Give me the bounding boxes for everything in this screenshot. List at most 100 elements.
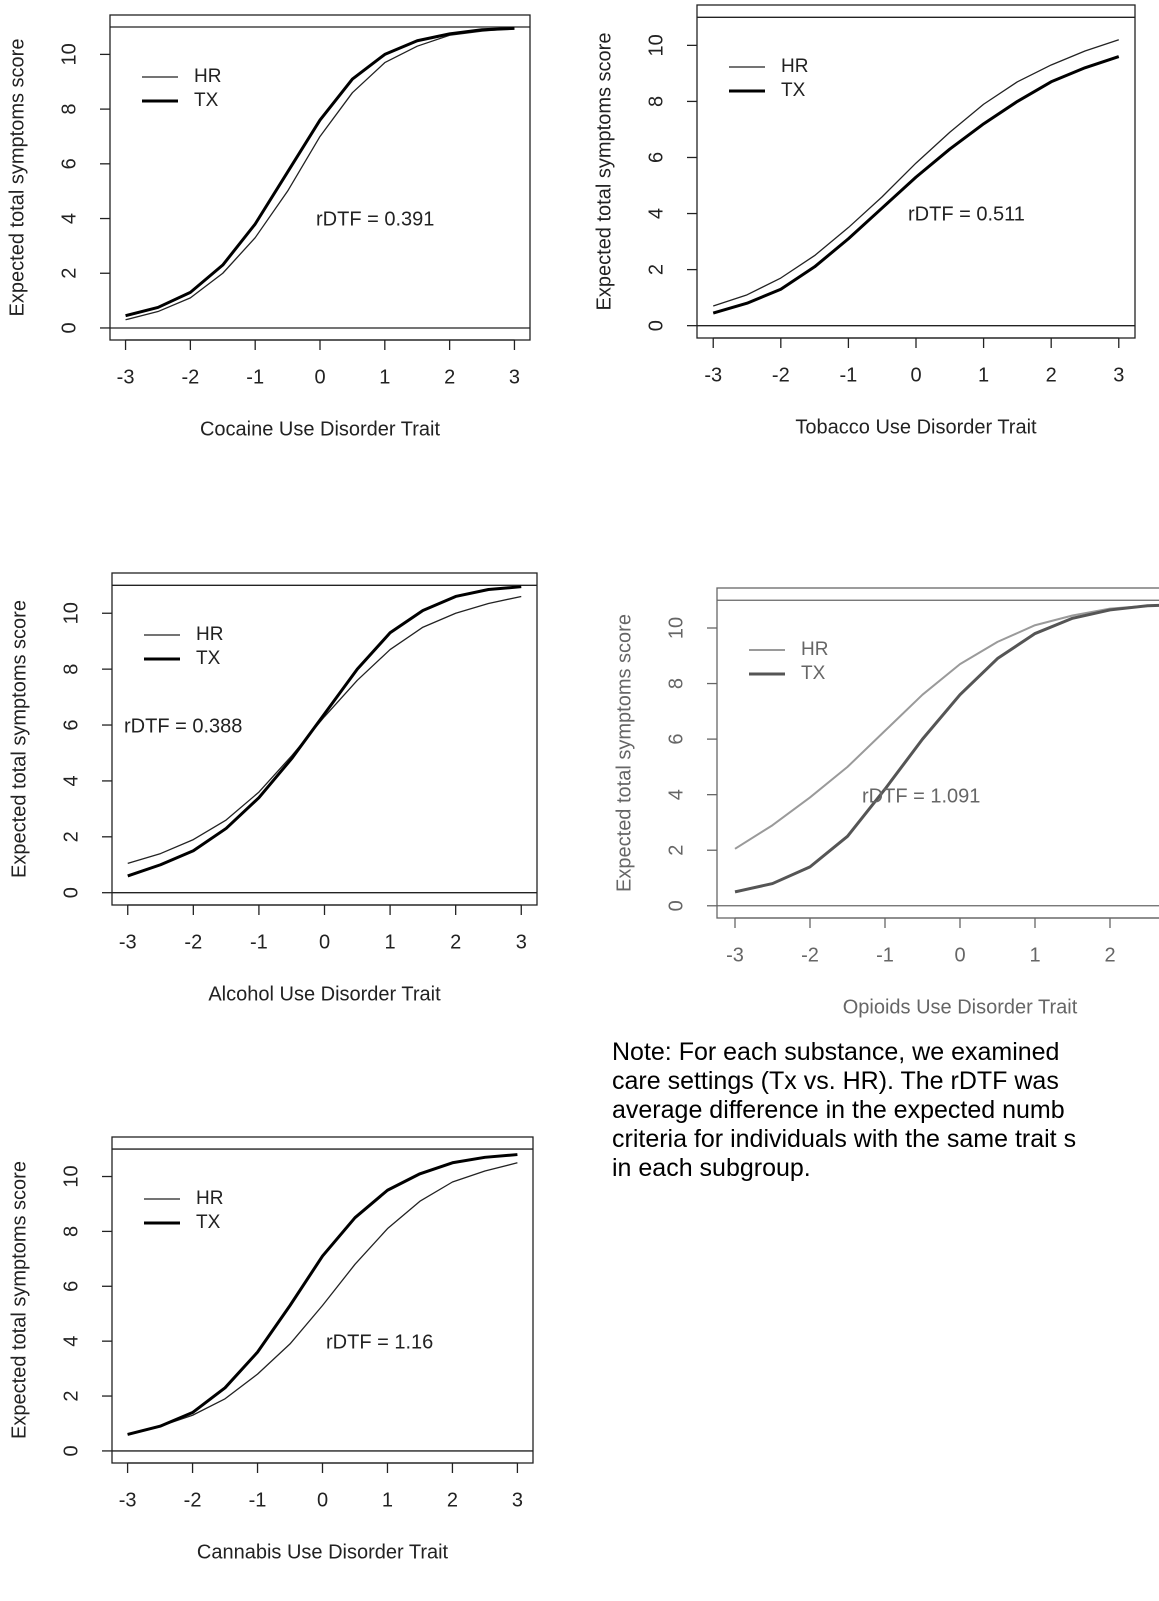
x-axis-label: Alcohol Use Disorder Trait bbox=[208, 983, 441, 1005]
x-tick-label: 2 bbox=[1046, 364, 1057, 386]
y-tick-label: 8 bbox=[665, 678, 687, 689]
series-line bbox=[125, 26, 515, 318]
legend-label: HR bbox=[196, 624, 223, 645]
x-tick-label: 3 bbox=[1113, 364, 1124, 386]
legend-label: TX bbox=[194, 90, 219, 111]
x-tick-label: 1 bbox=[379, 366, 390, 388]
plot-box bbox=[716, 587, 1159, 919]
note-line: care settings (Tx vs. HR). The rDTF was bbox=[612, 1067, 1059, 1095]
x-tick-label: -1 bbox=[840, 364, 858, 386]
y-tick-label: 6 bbox=[665, 734, 687, 745]
x-tick-label: -2 bbox=[801, 944, 819, 966]
x-tick-label: 2 bbox=[447, 1489, 458, 1511]
x-tick-label: 3 bbox=[512, 1489, 523, 1511]
y-tick-label: 0 bbox=[60, 887, 82, 898]
x-tick-label: 1 bbox=[385, 931, 396, 953]
x-tick-label: -3 bbox=[704, 364, 722, 386]
y-axis-label: Expected total symptoms score bbox=[613, 614, 635, 892]
x-tick-label: -3 bbox=[726, 944, 744, 966]
series-line bbox=[713, 39, 1119, 307]
x-tick-label: 2 bbox=[444, 366, 455, 388]
x-tick-label: -2 bbox=[184, 1489, 202, 1511]
panel: -3 -2 -1 0 1 2 3 0 2 4 6 8 10 Tobacco Use Disorder Tr… bbox=[593, 4, 1136, 438]
y-tick-label: 2 bbox=[58, 268, 80, 279]
x-tick-label: -1 bbox=[249, 1489, 267, 1511]
legend-label: HR bbox=[196, 1188, 223, 1209]
x-tick-label: -2 bbox=[181, 366, 199, 388]
y-tick-label: 4 bbox=[60, 775, 82, 786]
y-tick-label: 2 bbox=[665, 845, 687, 856]
y-tick-label: 10 bbox=[665, 617, 687, 639]
legend-label: TX bbox=[196, 1212, 221, 1233]
y-tick-label: 8 bbox=[60, 1226, 82, 1237]
series-line bbox=[125, 27, 515, 321]
y-tick-label: 0 bbox=[645, 320, 667, 331]
x-tick-label: -2 bbox=[772, 364, 790, 386]
x-axis-label: Opioids Use Disorder Trait bbox=[843, 996, 1078, 1018]
y-tick-label: 2 bbox=[645, 264, 667, 275]
y-tick-label: 10 bbox=[58, 43, 80, 65]
plot-box bbox=[109, 14, 531, 341]
y-tick-label: 4 bbox=[645, 208, 667, 219]
y-tick-label: 8 bbox=[58, 104, 80, 115]
y-tick-label: 0 bbox=[665, 900, 687, 911]
x-axis-label: Tobacco Use Disorder Trait bbox=[795, 416, 1037, 438]
x-axis-label: Cocaine Use Disorder Trait bbox=[200, 418, 441, 440]
plot-box bbox=[111, 1136, 534, 1464]
y-tick-label: 10 bbox=[60, 602, 82, 624]
y-axis-label: Expected total symptoms score bbox=[593, 33, 615, 311]
series-line bbox=[712, 55, 1120, 315]
x-tick-label: 1 bbox=[978, 364, 989, 386]
annotation: rDTF = 1.16 bbox=[326, 1331, 433, 1353]
series-line bbox=[734, 604, 1159, 850]
x-tick-label: -1 bbox=[250, 931, 268, 953]
x-tick-label: -3 bbox=[119, 1489, 137, 1511]
y-tick-label: 8 bbox=[60, 664, 82, 675]
series-line bbox=[734, 603, 1159, 894]
series-line bbox=[127, 1162, 518, 1436]
x-tick-label: -1 bbox=[246, 366, 264, 388]
note-line: average difference in the expected numb bbox=[612, 1096, 1065, 1124]
panel: -3-2-101230246810Opioids Use Disorder Tr… bbox=[613, 587, 1159, 1018]
y-axis-label: Expected total symptoms score bbox=[6, 39, 28, 317]
x-tick-label: 1 bbox=[382, 1489, 393, 1511]
legend-label: HR bbox=[194, 66, 221, 87]
panel: -3 -2 -1 0 1 2 3 0 2 4 6 8 10 Cannabis Use Disorder T… bbox=[8, 1136, 534, 1563]
x-tick-label: 0 bbox=[954, 944, 965, 966]
x-tick-label: 3 bbox=[509, 366, 520, 388]
y-tick-label: 4 bbox=[58, 213, 80, 224]
y-tick-label: 6 bbox=[60, 719, 82, 730]
y-tick-label: 10 bbox=[60, 1165, 82, 1187]
series-line bbox=[127, 585, 522, 878]
x-tick-label: 2 bbox=[1104, 944, 1115, 966]
legend-label: HR bbox=[781, 56, 808, 77]
legend-label: HR bbox=[801, 639, 828, 660]
y-tick-label: 2 bbox=[60, 831, 82, 842]
series-line bbox=[127, 595, 522, 864]
x-tick-label: -1 bbox=[876, 944, 894, 966]
series-line bbox=[127, 1153, 518, 1436]
y-axis-label: Expected total symptoms score bbox=[8, 1161, 30, 1439]
plot-box bbox=[111, 572, 538, 906]
y-tick-label: 4 bbox=[665, 789, 687, 800]
note-line: Note: For each substance, we examined bbox=[612, 1038, 1060, 1066]
x-tick-label: 3 bbox=[516, 931, 527, 953]
y-tick-label: 6 bbox=[58, 158, 80, 169]
x-tick-label: 1 bbox=[1029, 944, 1040, 966]
annotation: rDTF = 1.091 bbox=[862, 785, 980, 807]
note: Note: For each substance, we examined car… bbox=[612, 1038, 1159, 1183]
y-tick-label: 0 bbox=[58, 322, 80, 333]
legend-label: TX bbox=[801, 663, 826, 684]
annotation: rDTF = 0.388 bbox=[124, 715, 242, 737]
y-tick-label: 6 bbox=[60, 1281, 82, 1292]
x-tick-label: 2 bbox=[450, 931, 461, 953]
x-tick-label: -3 bbox=[119, 931, 137, 953]
panel: -3 -2 -1 0 1 2 3 0 2 4 6 8 10 Cocaine Use Disorder Tr… bbox=[6, 14, 531, 440]
y-axis-label: Expected total symptoms score bbox=[8, 600, 30, 878]
note-line: criteria for individuals with the same t… bbox=[612, 1125, 1077, 1153]
annotation: rDTF = 0.511 bbox=[908, 203, 1025, 225]
panel: -3 -2 -1 0 1 2 3 0 2 4 6 8 10 Alcohol Use Disorder Tr… bbox=[8, 572, 538, 1005]
x-tick-label: 0 bbox=[314, 366, 325, 388]
y-tick-label: 10 bbox=[645, 34, 667, 56]
